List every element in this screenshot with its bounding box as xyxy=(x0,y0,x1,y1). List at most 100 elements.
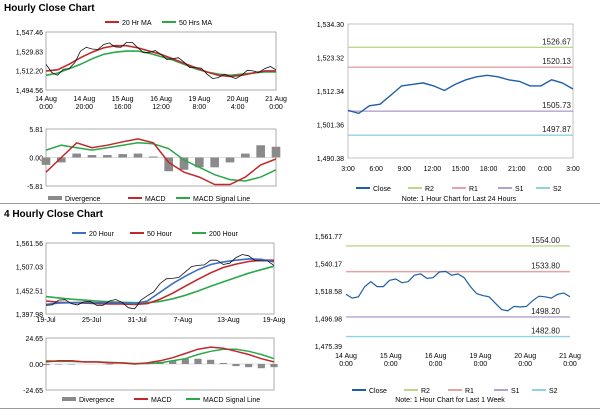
hourly-legend-20ma-label: 20 Hr MA xyxy=(122,20,152,27)
four-hourly-macd-divergence-bar xyxy=(67,364,75,365)
four-hourly-price-y-tick: 1,452.51 xyxy=(16,288,43,295)
hourly-price-x-tick: 14 Aug xyxy=(35,96,57,103)
four-hourly-macd-divergence-bar xyxy=(257,364,265,369)
hourly-levels-x-tick: 3:00 xyxy=(566,166,580,173)
hourly-legend-signal-label: MACD Signal Line xyxy=(193,196,250,203)
hourly-price-x-tick: 19 Aug xyxy=(188,96,210,103)
hourly-levels-note: Note: 1 Hour Chart for Last 24 Hours xyxy=(402,196,517,203)
four-hourly-levels-y-tick: 1,518.58 xyxy=(315,289,342,296)
four-hourly-macd-divergence-bar xyxy=(194,358,202,364)
hourly-macd-divergence-bar xyxy=(241,153,250,158)
hourly-close-line xyxy=(347,74,574,115)
four-hourly-200-line xyxy=(45,265,275,304)
hourly-macd-divergence-bar xyxy=(57,157,66,163)
hourly-price-x-tick: 14 Aug xyxy=(73,96,95,103)
section-divider xyxy=(0,203,600,204)
four-hourly-levels-x-tick: 15 Aug xyxy=(380,353,402,360)
hourly-macd-divergence-bar xyxy=(72,153,81,158)
four-hourly-macd-divergence-bar xyxy=(42,364,50,366)
hourly-price-y-tick: 1,494.56 xyxy=(16,88,43,95)
four-hourly-price-y-tick: 1,561.56 xyxy=(16,241,43,248)
hourly-price-y-tick: 1,529.83 xyxy=(16,49,43,56)
hourly-levels-legend-r2-label: R2 xyxy=(425,186,434,193)
hourly-legend-50ma-label: 50 Hrs MA xyxy=(179,20,212,27)
hourly-price-x-tick: 20:00 xyxy=(76,104,94,111)
four-hourly-legend-signal-label: MACD Signal Line xyxy=(203,397,260,404)
bottom-divider xyxy=(0,408,600,409)
four-hourly-levels-x-tick: 0:00 xyxy=(339,361,353,368)
four-hourly-legend-divergence-label: Divergence xyxy=(79,397,115,404)
hourly-levels-legend-close-label: Close xyxy=(373,186,391,193)
four-hourly-legend-200-label: 200 Hour xyxy=(209,231,238,238)
hourly-r2-value: 1526.67 xyxy=(542,37,571,46)
four-hourly-levels-note: Note: 1 Hour Chart for Last 1 Week xyxy=(395,397,505,404)
hourly-levels-x-tick: 3:00 xyxy=(341,166,355,173)
four-hourly-price-y-tick: 1,397.98 xyxy=(16,312,43,319)
hourly-price-x-tick: 0:00 xyxy=(269,104,283,111)
hourly-s2-value: 1497.87 xyxy=(542,125,571,134)
four-hourly-legend-20-label: 20 Hour xyxy=(89,231,115,238)
four-hourly-macd-divergence-bar xyxy=(245,364,253,368)
hourly-levels-y-tick: 1,534.30 xyxy=(317,22,344,29)
hourly-macd-divergence-bar xyxy=(118,154,127,158)
four-hourly-r2-value: 1554.00 xyxy=(531,236,560,245)
four-hourly-levels-legend-s1-label: S1 xyxy=(511,388,520,395)
four-hourly-close-line xyxy=(45,254,275,310)
hourly-macd-divergence-bar xyxy=(149,156,158,158)
hourly-price-plot-area xyxy=(45,31,277,91)
four-hourly-levels-x-tick: 14 Aug xyxy=(335,353,357,360)
four-hourly-levels-x-tick: 21 Aug xyxy=(559,353,581,360)
four-hourly-levels-x-tick: 0:00 xyxy=(518,361,532,368)
hourly-macd-y-tick: 5.81 xyxy=(29,127,43,134)
four-hourly-levels-y-tick: 1,561.77 xyxy=(315,234,342,241)
hourly-legend-divergence-label: Divergence xyxy=(65,196,101,203)
four-hourly-s2-value: 1482.80 xyxy=(531,327,560,336)
hourly-price-x-tick: 0:00 xyxy=(39,104,53,111)
hourly-price-y-tick: 1,547.46 xyxy=(16,30,43,37)
hourly-levels-x-tick: 12:00 xyxy=(424,166,442,173)
four-hourly-levels-x-tick: 20 Aug xyxy=(514,353,536,360)
hourly-macd-divergence-bar xyxy=(271,146,281,158)
four-hourly-r1-value: 1533.80 xyxy=(531,262,560,271)
hourly-macd-divergence-bar xyxy=(179,157,189,170)
hourly-levels-y-tick: 1,490.38 xyxy=(317,156,344,163)
four-hourly-levels-x-tick: 0:00 xyxy=(563,361,577,368)
four-hourly-close-line xyxy=(345,270,571,312)
four-hourly-price-x-tick: 7-Aug xyxy=(173,317,192,324)
hourly-macd-divergence-bar xyxy=(195,157,204,168)
four-hourly-macd-y-tick: -24.65 xyxy=(23,388,43,395)
hourly-levels-legend-r1-label: R1 xyxy=(469,186,478,193)
hourly-levels-x-tick: 18:00 xyxy=(480,166,498,173)
four-hourly-price-x-tick: 19-Jul xyxy=(36,317,56,324)
hourly-s1-value: 1505.73 xyxy=(542,101,571,110)
hourly-macd-divergence-bar xyxy=(87,155,97,158)
hourly-50ma-line xyxy=(45,50,276,77)
four-hourly-macd-y-tick: 0.00 xyxy=(29,362,43,369)
four-hourly-macd-line xyxy=(45,346,275,365)
hourly-levels-legend-s1-label: S1 xyxy=(515,186,524,193)
hourly-price-y-tick: 1,512.20 xyxy=(16,69,43,76)
hourly-section-title: Hourly Close Chart xyxy=(4,3,95,14)
hourly-levels-legend-s2-label: S2 xyxy=(553,186,562,193)
hourly-price-x-tick: 16 Aug xyxy=(150,96,172,103)
four-hourly-price-x-tick: 19-Aug xyxy=(263,317,286,324)
four-hourly-macd-divergence-bar xyxy=(105,364,113,365)
hourly-levels-y-tick: 1,523.32 xyxy=(317,56,344,63)
hourly-price-x-tick: 12:00 xyxy=(152,104,170,111)
four-hourly-levels-x-tick: 0:00 xyxy=(429,361,443,368)
hourly-levels-y-tick: 1,501.36 xyxy=(317,123,344,130)
four-hourly-macd-divergence-bar xyxy=(169,360,177,364)
four-hourly-levels-y-tick: 1,540.17 xyxy=(315,262,342,269)
four-hourly-levels-x-tick: 16 Aug xyxy=(425,353,447,360)
hourly-macd-divergence-bar xyxy=(41,157,51,165)
four-hourly-legend-divergence-swatch xyxy=(62,397,76,401)
four-hourly-legend-macd-label: MACD xyxy=(151,397,172,404)
four-hourly-legend-50-label: 50 Hour xyxy=(147,231,173,238)
four-hourly-macd-divergence-bar xyxy=(181,358,189,364)
hourly-price-x-tick: 8:00 xyxy=(193,104,207,111)
hourly-macd-divergence-bar xyxy=(103,155,112,158)
hourly-levels-y-tick: 1,512.34 xyxy=(317,89,344,96)
four-hourly-price-x-tick: 31-Jul xyxy=(128,317,148,324)
four-hourly-20-line xyxy=(45,258,275,306)
